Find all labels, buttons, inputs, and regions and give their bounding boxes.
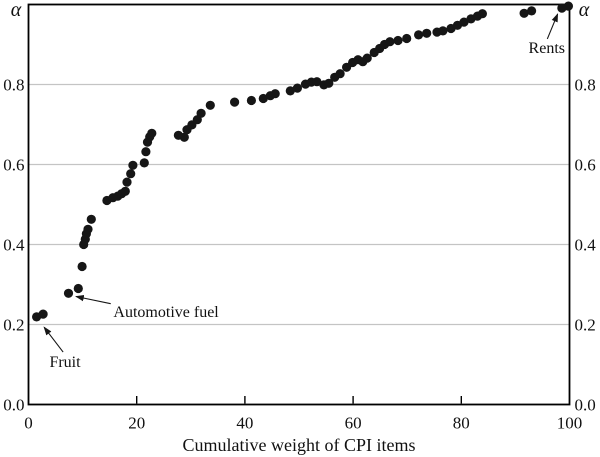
data-point [205, 100, 215, 110]
data-point [459, 17, 469, 27]
data-point [230, 97, 240, 107]
annotation-label: Fruit [49, 354, 81, 371]
data-point [438, 26, 448, 36]
data-point [128, 160, 138, 170]
annotation-arrow [75, 294, 111, 305]
x-tick-marks [135, 396, 462, 404]
data-points [31, 1, 574, 322]
y-tick-label-left: 0.4 [3, 236, 25, 255]
annotations: Fruit Automotive fuel Rents [43, 13, 565, 371]
gridlines [28, 83, 570, 326]
data-point [335, 69, 345, 79]
y-tick-label-right: 0.4 [575, 236, 597, 255]
annotation-arrow [546, 13, 559, 40]
data-point [196, 108, 206, 118]
annotation-label: Rents [529, 40, 565, 57]
data-point [285, 86, 295, 96]
y-tick-label-left: 0.0 [3, 396, 24, 415]
data-point [270, 89, 280, 99]
y-tick-label-right: 0.0 [575, 396, 596, 415]
x-tick-labels: 0 20 40 60 80 100 [24, 414, 582, 433]
annotation-arrow [43, 326, 64, 353]
data-point [122, 177, 132, 187]
y-tick-label-left: 0.2 [3, 316, 24, 335]
data-point [422, 28, 432, 38]
data-point [139, 158, 149, 168]
y-axis-label-right: α [578, 0, 590, 21]
data-point [126, 169, 136, 179]
data-point [63, 288, 74, 298]
x-axis-title: Cumulative weight of CPI items [182, 435, 416, 455]
x-tick-label: 100 [557, 414, 583, 433]
data-point [519, 8, 529, 18]
data-point [86, 214, 96, 224]
data-point [414, 30, 424, 40]
data-point [83, 224, 93, 234]
y-axis-label-left: α [10, 0, 22, 21]
data-point [324, 78, 334, 88]
data-point [246, 95, 256, 106]
data-point [38, 309, 48, 319]
data-point [179, 132, 189, 142]
data-point [477, 9, 487, 19]
annotation-label: Automotive fuel [113, 304, 219, 321]
x-tick-label: 40 [236, 414, 253, 433]
x-tick-label: 0 [24, 414, 33, 433]
data-point [77, 261, 87, 272]
data-point [385, 37, 395, 47]
plot-frame [27, 3, 571, 406]
data-point [120, 186, 130, 196]
x-tick-label: 60 [345, 414, 362, 433]
data-point [141, 147, 151, 157]
data-point [292, 83, 302, 93]
y-tick-label-right: 0.6 [575, 156, 596, 175]
data-point [73, 283, 83, 294]
data-point [147, 128, 157, 138]
y-tick-label-left: 0.6 [3, 156, 24, 175]
data-point [393, 35, 403, 46]
x-tick-label: 20 [128, 414, 145, 433]
data-point [563, 1, 574, 11]
y-tick-label-right: 0.2 [575, 316, 596, 335]
data-point [312, 77, 322, 87]
data-point [362, 53, 372, 63]
y-tick-label-left: 0.8 [3, 76, 24, 95]
y-tick-labels: 0.0 0.0 0.2 0.2 0.4 0.4 0.6 0.6 0.8 0.8 [3, 76, 596, 415]
y-tick-label-right: 0.8 [575, 76, 596, 95]
data-point [402, 33, 412, 44]
x-tick-label: 80 [453, 414, 470, 433]
data-point [527, 6, 537, 16]
data-point [258, 93, 268, 104]
